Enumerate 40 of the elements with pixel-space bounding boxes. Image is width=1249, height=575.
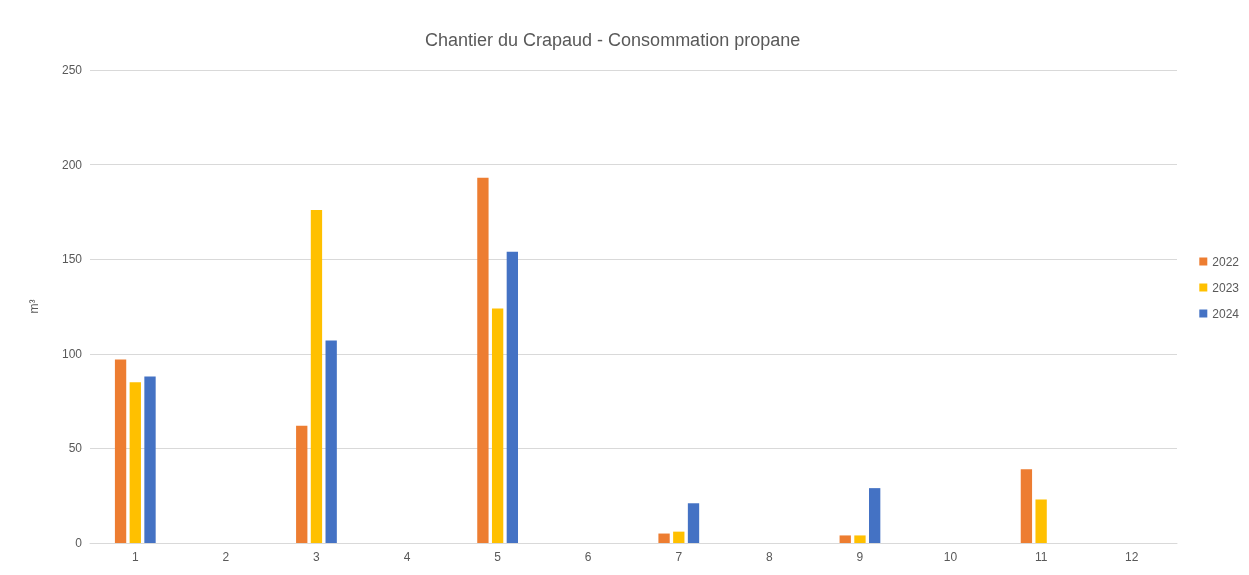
bar bbox=[1020, 469, 1033, 543]
bar bbox=[325, 340, 337, 543]
x-tick-label: 3 bbox=[313, 550, 321, 564]
bar bbox=[673, 531, 685, 543]
bar bbox=[1035, 499, 1047, 543]
bar bbox=[114, 359, 127, 543]
bar bbox=[144, 376, 156, 543]
legend-label: 2023 bbox=[1212, 280, 1240, 295]
bar bbox=[658, 533, 670, 543]
x-tick-label: 12 bbox=[1125, 550, 1139, 564]
y-tick-label: 100 bbox=[61, 346, 83, 361]
bar bbox=[310, 210, 323, 543]
bar bbox=[129, 382, 141, 543]
bar bbox=[869, 488, 881, 543]
bar bbox=[477, 177, 489, 543]
bar bbox=[687, 503, 700, 543]
bar bbox=[854, 535, 866, 543]
bar bbox=[296, 425, 308, 543]
x-tick-label: 1 bbox=[131, 550, 139, 564]
y-tick-label: 200 bbox=[61, 157, 83, 172]
x-tick-label: 8 bbox=[766, 550, 774, 564]
x-tick-label: 10 bbox=[943, 550, 958, 564]
y-axis-title: m³ bbox=[27, 299, 41, 314]
y-tick-label: 0 bbox=[75, 536, 83, 550]
x-tick-label: 5 bbox=[494, 550, 502, 564]
bar bbox=[839, 535, 851, 543]
y-tick-label: 50 bbox=[68, 441, 83, 456]
x-tick-label: 6 bbox=[584, 550, 592, 564]
bar bbox=[491, 308, 504, 543]
legend-label: 2022 bbox=[1212, 254, 1240, 269]
y-tick-label: 250 bbox=[61, 63, 83, 77]
bar bbox=[506, 251, 519, 543]
x-tick-label: 4 bbox=[403, 550, 411, 564]
chart-title: Chantier du Crapaud - Consommation propane bbox=[425, 30, 801, 50]
x-tick-label: 9 bbox=[856, 550, 864, 564]
x-tick-label: 7 bbox=[675, 550, 683, 564]
x-tick-label: 2 bbox=[222, 550, 230, 564]
x-tick-label: 11 bbox=[1034, 550, 1048, 564]
y-tick-label: 150 bbox=[61, 252, 83, 267]
legend-label: 2024 bbox=[1212, 306, 1240, 321]
